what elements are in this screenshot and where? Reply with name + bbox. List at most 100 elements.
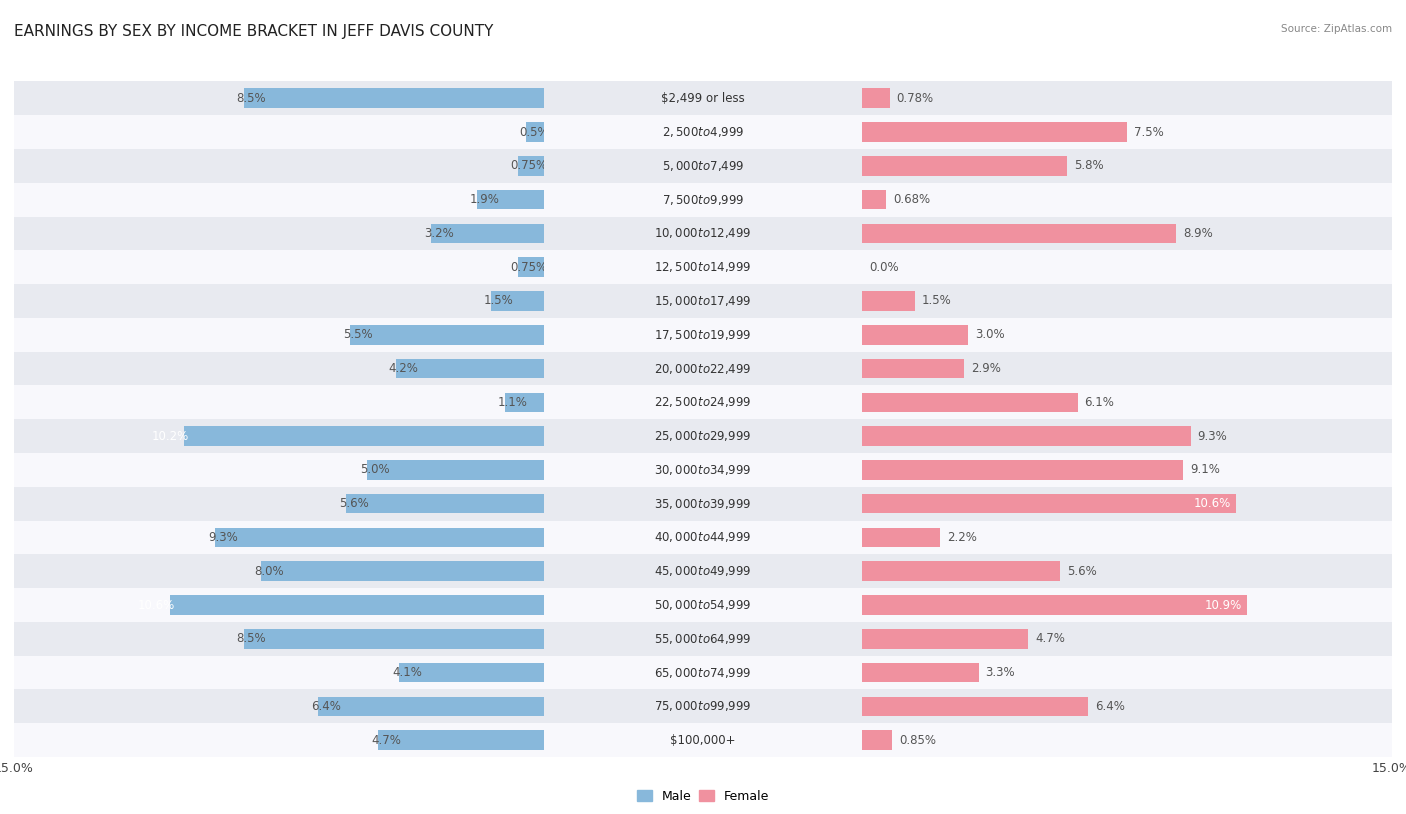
Bar bbox=[14, 182, 544, 217]
Bar bbox=[862, 352, 1392, 386]
Bar bbox=[378, 730, 544, 750]
Bar bbox=[862, 156, 1067, 176]
Bar bbox=[862, 182, 1392, 217]
Text: $17,500 to $19,999: $17,500 to $19,999 bbox=[654, 328, 752, 342]
Bar bbox=[862, 385, 1392, 419]
Bar bbox=[544, 656, 862, 689]
Bar bbox=[544, 588, 862, 622]
Text: 5.5%: 5.5% bbox=[343, 328, 373, 341]
Text: 6.4%: 6.4% bbox=[311, 700, 340, 713]
Bar bbox=[544, 250, 862, 284]
Text: 8.5%: 8.5% bbox=[236, 632, 266, 646]
Text: 8.9%: 8.9% bbox=[1184, 227, 1213, 240]
Text: $75,000 to $99,999: $75,000 to $99,999 bbox=[654, 699, 752, 713]
Bar bbox=[346, 494, 544, 514]
Bar bbox=[544, 352, 862, 386]
Bar bbox=[862, 81, 1392, 115]
Bar bbox=[491, 291, 544, 311]
Bar bbox=[862, 359, 965, 379]
Text: $65,000 to $74,999: $65,000 to $74,999 bbox=[654, 666, 752, 680]
Bar bbox=[862, 284, 1392, 317]
Bar bbox=[517, 257, 544, 277]
Text: $35,000 to $39,999: $35,000 to $39,999 bbox=[654, 497, 752, 510]
Bar bbox=[862, 325, 967, 344]
Bar bbox=[14, 352, 544, 386]
Text: 5.6%: 5.6% bbox=[1067, 565, 1097, 578]
Text: $2,500 to $4,999: $2,500 to $4,999 bbox=[662, 125, 744, 139]
Bar bbox=[544, 554, 862, 588]
Bar bbox=[14, 724, 544, 757]
Bar bbox=[862, 217, 1392, 251]
Bar bbox=[215, 527, 544, 547]
Bar bbox=[862, 427, 1191, 446]
Bar bbox=[862, 724, 1392, 757]
Bar bbox=[14, 419, 544, 453]
Bar bbox=[862, 250, 1392, 284]
Bar bbox=[399, 663, 544, 682]
Text: 2.2%: 2.2% bbox=[946, 531, 977, 544]
Bar bbox=[14, 588, 544, 622]
Bar bbox=[862, 494, 1236, 514]
Text: 3.3%: 3.3% bbox=[986, 666, 1015, 679]
Bar bbox=[862, 554, 1392, 588]
Text: $7,500 to $9,999: $7,500 to $9,999 bbox=[662, 193, 744, 207]
Text: 6.1%: 6.1% bbox=[1084, 396, 1115, 409]
Bar bbox=[862, 521, 1392, 554]
Text: 7.5%: 7.5% bbox=[1135, 125, 1164, 138]
Text: 3.2%: 3.2% bbox=[423, 227, 454, 240]
Bar bbox=[14, 149, 544, 182]
Bar bbox=[862, 89, 890, 108]
Text: $20,000 to $22,499: $20,000 to $22,499 bbox=[654, 361, 752, 375]
Text: $12,500 to $14,999: $12,500 to $14,999 bbox=[654, 260, 752, 274]
Text: $40,000 to $44,999: $40,000 to $44,999 bbox=[654, 531, 752, 545]
Text: 0.78%: 0.78% bbox=[897, 92, 934, 105]
Bar bbox=[862, 562, 1060, 581]
Text: 3.0%: 3.0% bbox=[974, 328, 1005, 341]
Bar bbox=[544, 453, 862, 487]
Bar bbox=[862, 115, 1392, 149]
Bar bbox=[862, 730, 891, 750]
Text: $50,000 to $54,999: $50,000 to $54,999 bbox=[654, 598, 752, 612]
Bar bbox=[14, 81, 544, 115]
Text: $10,000 to $12,499: $10,000 to $12,499 bbox=[654, 226, 752, 240]
Bar bbox=[14, 521, 544, 554]
Text: 10.9%: 10.9% bbox=[1205, 598, 1241, 611]
Bar bbox=[862, 663, 979, 682]
Text: 9.3%: 9.3% bbox=[1198, 430, 1227, 443]
Bar bbox=[862, 656, 1392, 689]
Text: 0.85%: 0.85% bbox=[898, 733, 936, 746]
Text: $55,000 to $64,999: $55,000 to $64,999 bbox=[654, 632, 752, 646]
Text: 4.1%: 4.1% bbox=[392, 666, 422, 679]
Bar bbox=[544, 487, 862, 521]
Text: 4.7%: 4.7% bbox=[1035, 632, 1064, 646]
Bar bbox=[862, 527, 939, 547]
Text: 6.4%: 6.4% bbox=[1095, 700, 1125, 713]
Bar bbox=[862, 190, 886, 209]
Text: 5.8%: 5.8% bbox=[1074, 160, 1104, 173]
Bar bbox=[14, 453, 544, 487]
Text: 5.6%: 5.6% bbox=[339, 497, 368, 510]
Bar bbox=[544, 419, 862, 453]
Text: 0.68%: 0.68% bbox=[893, 193, 931, 206]
Bar bbox=[170, 595, 544, 615]
Bar bbox=[243, 89, 544, 108]
Bar bbox=[477, 190, 544, 209]
Bar bbox=[862, 595, 1247, 615]
Text: $22,500 to $24,999: $22,500 to $24,999 bbox=[654, 396, 752, 409]
Bar bbox=[432, 224, 544, 243]
Bar bbox=[395, 359, 544, 379]
Text: 1.9%: 1.9% bbox=[470, 193, 499, 206]
Text: 10.6%: 10.6% bbox=[1194, 497, 1232, 510]
Bar bbox=[14, 689, 544, 724]
Bar bbox=[367, 460, 544, 479]
Text: 0.75%: 0.75% bbox=[510, 160, 547, 173]
Text: $2,499 or less: $2,499 or less bbox=[661, 92, 745, 105]
Bar bbox=[862, 149, 1392, 182]
Bar bbox=[544, 622, 862, 656]
Text: 10.2%: 10.2% bbox=[152, 430, 188, 443]
Bar bbox=[862, 460, 1184, 479]
Bar bbox=[505, 392, 544, 412]
Text: $45,000 to $49,999: $45,000 to $49,999 bbox=[654, 564, 752, 578]
Bar bbox=[862, 224, 1177, 243]
Text: 5.0%: 5.0% bbox=[360, 463, 389, 476]
